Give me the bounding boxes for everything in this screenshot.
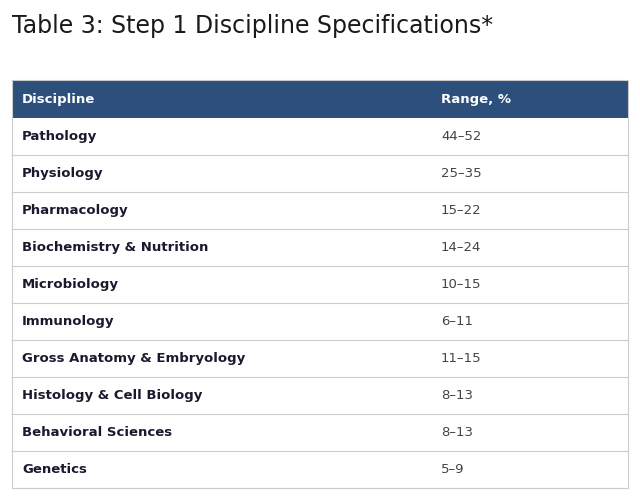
Text: Genetics: Genetics <box>22 463 87 476</box>
Text: Gross Anatomy & Embryology: Gross Anatomy & Embryology <box>22 352 245 365</box>
Text: 10–15: 10–15 <box>441 278 481 291</box>
Bar <box>12 80 628 118</box>
Bar <box>12 303 628 340</box>
Bar <box>12 414 628 451</box>
Text: Table 3: Step 1 Discipline Specifications*: Table 3: Step 1 Discipline Specification… <box>12 14 493 38</box>
Text: 14–24: 14–24 <box>441 241 481 254</box>
Bar <box>12 118 628 155</box>
Bar <box>12 377 628 414</box>
Bar <box>12 155 628 192</box>
Bar <box>12 80 628 488</box>
Bar <box>12 266 628 303</box>
Bar <box>12 229 628 266</box>
Text: 25–35: 25–35 <box>441 167 481 180</box>
Text: Physiology: Physiology <box>22 167 104 180</box>
Text: Pathology: Pathology <box>22 130 97 143</box>
Bar <box>12 192 628 229</box>
Text: 8–13: 8–13 <box>441 426 473 439</box>
Text: Histology & Cell Biology: Histology & Cell Biology <box>22 389 202 402</box>
Text: 6–11: 6–11 <box>441 315 473 328</box>
Text: Discipline: Discipline <box>22 93 95 106</box>
Text: 44–52: 44–52 <box>441 130 481 143</box>
Text: Immunology: Immunology <box>22 315 115 328</box>
Text: Behavioral Sciences: Behavioral Sciences <box>22 426 172 439</box>
Text: Pharmacology: Pharmacology <box>22 204 129 217</box>
Text: Range, %: Range, % <box>441 93 511 106</box>
Bar <box>12 340 628 377</box>
Text: 15–22: 15–22 <box>441 204 481 217</box>
Bar <box>12 451 628 488</box>
Text: 8–13: 8–13 <box>441 389 473 402</box>
Text: 11–15: 11–15 <box>441 352 481 365</box>
Text: Biochemistry & Nutrition: Biochemistry & Nutrition <box>22 241 209 254</box>
Text: 5–9: 5–9 <box>441 463 465 476</box>
Text: Microbiology: Microbiology <box>22 278 119 291</box>
